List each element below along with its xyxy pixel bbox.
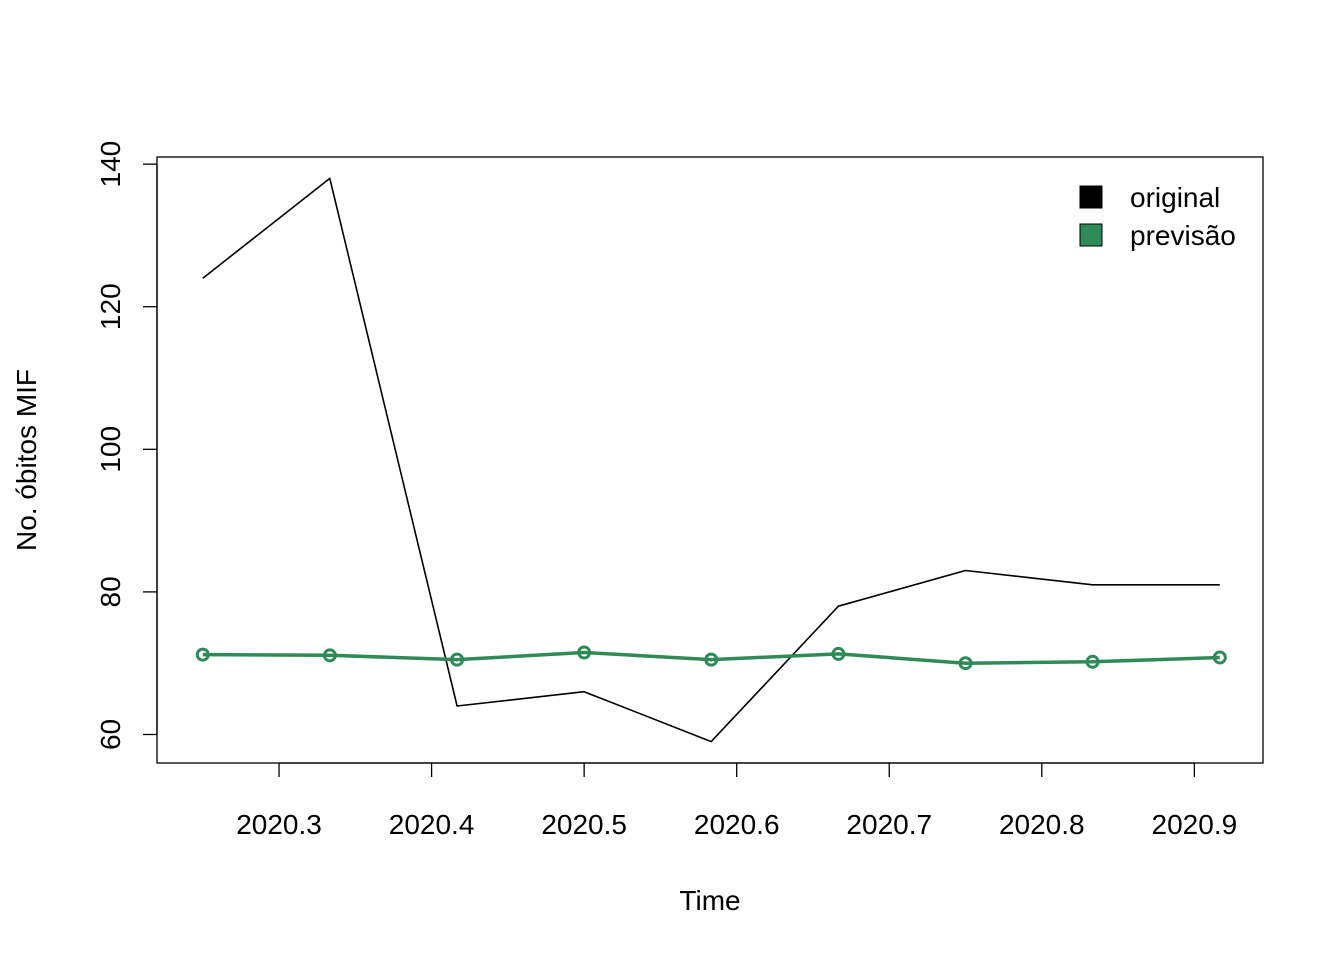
- data-point-previsao: [450, 652, 465, 667]
- data-point-previsao: [195, 647, 210, 662]
- legend-swatch-previsao: [1079, 223, 1103, 247]
- y-tick-label: 80: [95, 576, 126, 607]
- legend: original previsão: [1079, 182, 1236, 251]
- x-axis-title: Time: [679, 885, 740, 916]
- x-tick-label: 2020.7: [846, 809, 932, 840]
- x-tick-label: 2020.5: [541, 809, 627, 840]
- x-tick-label: 2020.3: [236, 809, 322, 840]
- x-tick-label: 2020.6: [694, 809, 780, 840]
- data-point-previsao: [1085, 654, 1100, 669]
- legend-swatch-original: [1079, 185, 1103, 209]
- y-tick-label: 60: [95, 719, 126, 750]
- y-axis: 60 80 100 120 140: [95, 141, 158, 750]
- series-line-original: [202, 177, 1220, 743]
- legend-label-previsao: previsão: [1130, 220, 1236, 251]
- y-tick-label: 140: [95, 141, 126, 188]
- y-tick-label: 100: [95, 426, 126, 473]
- data-point-previsao: [704, 652, 719, 667]
- y-axis-title: No. óbitos MIF: [11, 369, 42, 551]
- series-line-previsao: [202, 650, 1220, 665]
- x-tick-label: 2020.8: [999, 809, 1085, 840]
- y-tick-label: 120: [95, 283, 126, 330]
- data-point-previsao: [831, 646, 846, 661]
- x-axis: 2020.3 2020.4 2020.5 2020.6 2020.7 2020.8 2020…: [236, 762, 1238, 840]
- legend-label-original: original: [1130, 182, 1220, 213]
- data-point-previsao: [322, 648, 337, 663]
- data-point-previsao: [577, 645, 592, 660]
- x-tick-label: 2020.9: [1152, 809, 1238, 840]
- data-point-previsao: [1212, 650, 1227, 665]
- series-layer: [195, 177, 1227, 743]
- data-point-previsao: [958, 656, 973, 671]
- x-tick-label: 2020.4: [389, 809, 475, 840]
